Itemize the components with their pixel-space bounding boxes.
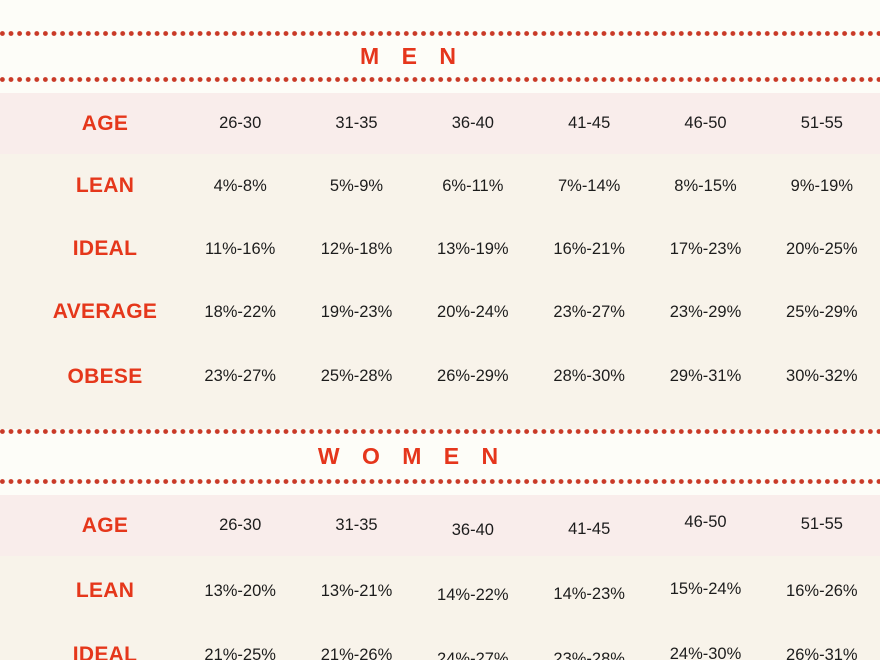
value-cell: 9%-19% <box>790 176 854 195</box>
men-average-row: AVERAGE 18%-22% 19%-23% 20%-24% 23%-27% … <box>0 280 880 344</box>
value-cell: 29%-31% <box>669 367 742 385</box>
men-age-group: 31-35 <box>335 114 378 132</box>
women-age-group: 36-40 <box>451 521 494 539</box>
value-cell: 15%-24% <box>669 579 742 598</box>
value-cell: 4%-8% <box>213 176 267 195</box>
value-cell: 24%-30% <box>669 644 742 660</box>
value-cell: 8%-15% <box>674 176 737 195</box>
value-cell: 17%-23% <box>669 239 742 258</box>
value-cell: 20%-25% <box>786 239 858 258</box>
value-cell: 18%-22% <box>204 302 276 321</box>
men-age-group: 46-50 <box>684 114 727 132</box>
value-cell: 7%-14% <box>557 176 621 195</box>
women-age-group: 51-55 <box>800 515 843 533</box>
men-ideal-label: IDEAL <box>72 237 138 260</box>
dotted-divider <box>0 77 880 82</box>
men-age-band: AGE 26-30 31-35 36-40 41-45 46-50 51-55 <box>0 93 880 154</box>
value-cell: 13%-19% <box>437 239 509 258</box>
value-cell: 13%-21% <box>320 581 393 600</box>
women-section-header: W O M E N <box>0 434 880 479</box>
men-average-label: AVERAGE <box>52 300 158 323</box>
value-cell: 30%-32% <box>786 367 858 385</box>
value-cell: 23%-29% <box>669 302 742 321</box>
men-age-label: AGE <box>81 111 129 135</box>
dotted-divider <box>0 479 880 484</box>
women-age-group: 26-30 <box>219 516 262 534</box>
men-obese-label: OBESE <box>67 364 143 388</box>
women-ideal-label: IDEAL <box>72 643 138 660</box>
value-cell: 14%-23% <box>553 584 625 603</box>
value-cell: 28%-30% <box>553 367 625 385</box>
spacer <box>0 484 880 495</box>
men-section-header: M E N <box>0 36 880 77</box>
value-cell: 13%-20% <box>204 581 276 600</box>
value-cell: 19%-23% <box>320 302 393 321</box>
value-cell: 21%-26% <box>320 645 393 660</box>
dotted-divider <box>0 31 880 36</box>
men-obese-row: OBESE 23%-27% 25%-28% 26%-29% 28%-30% 29… <box>0 344 880 409</box>
value-cell: 6%-11% <box>442 176 504 195</box>
women-section-title: W O M E N <box>317 443 507 469</box>
women-age-row: AGE 26-30 31-35 36-40 41-45 46-50 51-55 <box>0 495 880 556</box>
men-ideal-row: IDEAL 11%-16% 12%-18% 13%-19% 16%-21% 17… <box>0 218 880 280</box>
men-lean-label: LEAN <box>75 174 135 197</box>
women-table-body: LEAN 13%-20% 13%-21% 14%-22% 14%-23% 15%… <box>0 556 880 660</box>
men-age-group: 26-30 <box>219 114 262 132</box>
spacer <box>0 82 880 93</box>
value-cell: 5%-9% <box>329 176 384 195</box>
women-age-label: AGE <box>81 513 129 537</box>
value-cell: 23%-28% <box>553 649 625 660</box>
value-cell: 11%-16% <box>205 239 276 258</box>
value-cell: 23%-27% <box>553 302 625 321</box>
value-cell: 24%-27% <box>437 649 509 660</box>
top-margin <box>0 0 880 31</box>
value-cell: 14%-22% <box>437 585 509 604</box>
value-cell: 12%-18% <box>320 239 393 258</box>
women-lean-label: LEAN <box>75 579 135 602</box>
value-cell: 25%-28% <box>320 367 393 385</box>
men-age-group: 41-45 <box>568 114 611 132</box>
value-cell: 21%-25% <box>204 645 276 660</box>
value-cell: 23%-27% <box>204 367 276 385</box>
value-cell: 20%-24% <box>437 302 509 321</box>
men-age-group: 51-55 <box>800 114 843 132</box>
value-cell: 26%-31% <box>786 645 858 660</box>
men-lean-row: LEAN 4%-8% 5%-9% 6%-11% 7%-14% 8%-15% 9%… <box>0 154 880 218</box>
women-age-group: 41-45 <box>568 520 611 538</box>
women-lean-row: LEAN 13%-20% 13%-21% 14%-22% 14%-23% 15%… <box>0 556 880 626</box>
men-age-group: 36-40 <box>451 114 494 132</box>
value-cell: 26%-29% <box>437 367 509 385</box>
value-cell: 16%-26% <box>786 581 858 600</box>
men-table-body: LEAN 4%-8% 5%-9% 6%-11% 7%-14% 8%-15% 9%… <box>0 154 880 429</box>
men-age-row: AGE 26-30 31-35 36-40 41-45 46-50 51-55 <box>0 93 880 154</box>
women-age-group: 31-35 <box>335 516 378 534</box>
value-cell: 16%-21% <box>553 239 625 258</box>
women-age-band: AGE 26-30 31-35 36-40 41-45 46-50 51-55 <box>0 495 880 556</box>
dotted-divider <box>0 429 880 434</box>
men-section-title: M E N <box>360 43 464 69</box>
women-ideal-row: IDEAL 21%-25% 21%-26% 24%-27% 23%-28% 24… <box>0 626 880 660</box>
value-cell: 25%-29% <box>786 302 858 321</box>
women-age-group: 46-50 <box>684 513 727 531</box>
